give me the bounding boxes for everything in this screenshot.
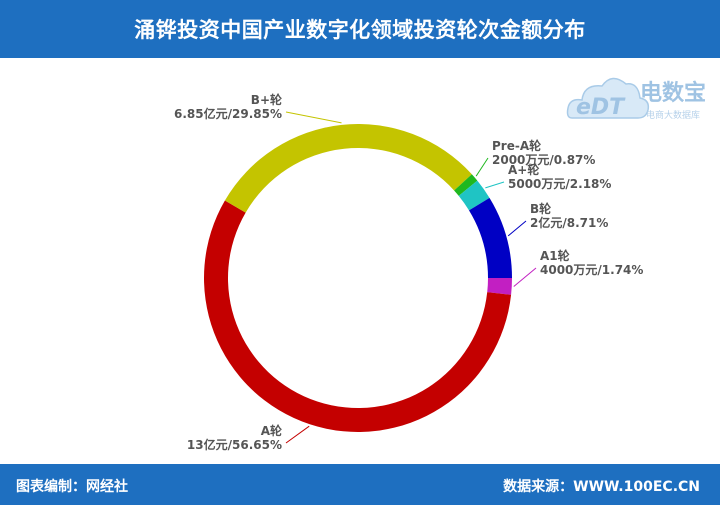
watermark-brand: 电数宝 [640,80,706,106]
slice-label-value-b: 2亿元/8.71% [530,215,608,230]
slice-label-name-a: A轮 [261,423,283,438]
slice-label-name-a-plus: A+轮 [508,162,540,177]
leader-line-a-plus [485,181,505,189]
cloud-icon [566,77,650,119]
slice-a [203,200,512,432]
slice-label-value-a-plus: 5000万元/2.18% [508,177,611,191]
leader-line-a [285,425,310,444]
leader-line-b [507,220,527,237]
leader-line-pre-a [475,157,489,177]
slice-label-name-b-plus: B+轮 [251,92,283,107]
watermark-sub: 电商大数据库 [646,109,700,121]
slice-label-value-b-plus: 6.85亿元/29.85% [174,106,282,121]
slice-label-name-a1: A1轮 [540,248,571,263]
footer-source: 数据来源：WWW.100EC.CN [503,479,700,495]
label-leader-lines [285,111,537,444]
donut-slices [203,124,512,432]
slice-label-value-a1: 4000万元/1.74% [540,263,643,277]
slice-b-plus [224,124,472,213]
slice-pre-a [454,174,478,196]
slice-label-value-a: 13亿元/56.65% [187,437,282,452]
watermark-logo-text: eDT [576,95,626,120]
slice-label-name-b: B轮 [530,201,552,216]
chart-title: 涌铧投资中国产业数字化领域投资轮次金额分布 [134,18,586,42]
chart-footer: 图表编制：网经社 数据来源：WWW.100EC.CN [0,464,720,505]
slice-a-plus [458,180,490,211]
slice-b [469,197,512,278]
chart-header: 涌铧投资中国产业数字化领域投资轮次金额分布 [0,0,720,58]
leader-line-a1 [513,267,537,287]
watermark-logo: eDT 电数宝 电商大数据库 [566,77,706,121]
leader-line-b-plus [285,111,342,124]
slice-label-value-pre-a: 2000万元/0.87% [492,153,595,167]
footer-compiler: 图表编制：网经社 [16,479,128,495]
slice-a1 [487,278,512,295]
slice-label-name-pre-a: Pre-A轮 [492,138,542,153]
